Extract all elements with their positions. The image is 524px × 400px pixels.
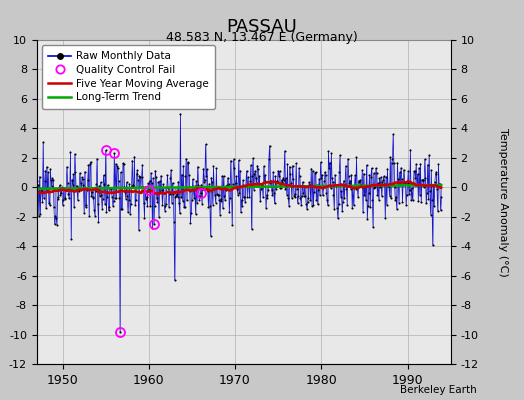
Y-axis label: Temperature Anomaly (°C): Temperature Anomaly (°C)	[498, 128, 508, 276]
Text: 48.583 N, 13.467 E (Germany): 48.583 N, 13.467 E (Germany)	[166, 31, 358, 44]
Legend: Raw Monthly Data, Quality Control Fail, Five Year Moving Average, Long-Term Tren: Raw Monthly Data, Quality Control Fail, …	[42, 45, 215, 109]
Text: PASSAU: PASSAU	[226, 18, 298, 36]
Text: Berkeley Earth: Berkeley Earth	[400, 385, 477, 395]
